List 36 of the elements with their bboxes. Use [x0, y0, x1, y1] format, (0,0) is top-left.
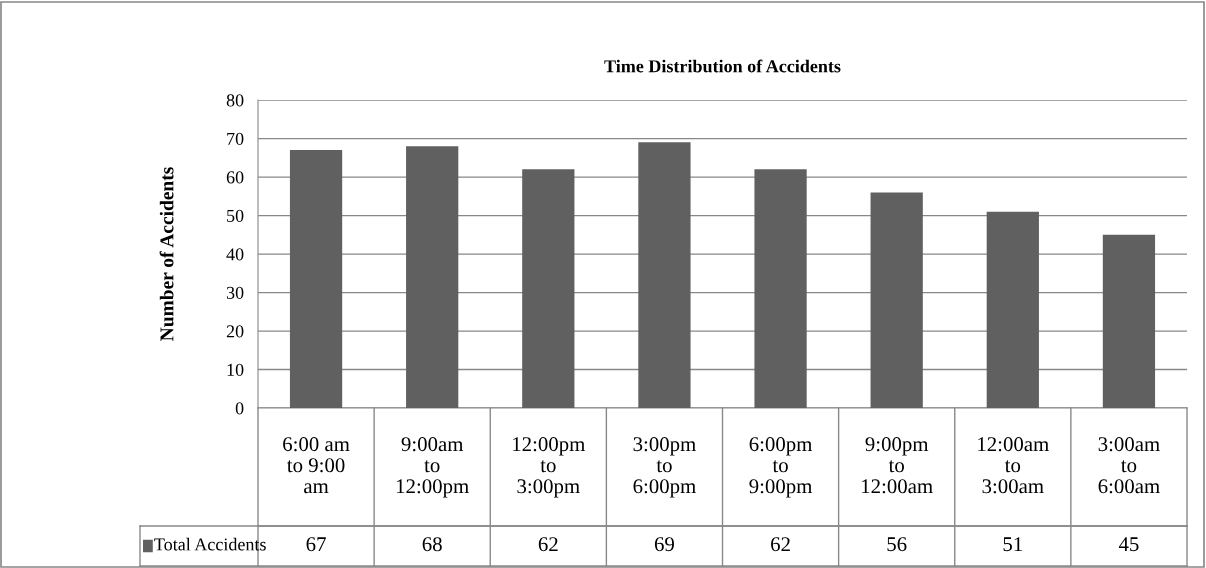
bar: [870, 192, 923, 408]
data-label: 68: [422, 537, 442, 552]
y-tick-label: 60: [226, 171, 244, 184]
bar: [289, 150, 343, 408]
legend-label: Total Accidents: [154, 537, 266, 551]
bar: [1102, 234, 1156, 408]
x-tick-label: 6:00pm to 9:00pm: [749, 437, 813, 498]
data-label: 67: [306, 537, 326, 552]
x-tick-label: 12:00pm to 3:00pm: [513, 437, 586, 498]
x-tick-label: 9:00am to 12:00pm: [396, 437, 469, 498]
x-tick-label: 6:00 am to 9:00 am: [283, 437, 350, 494]
y-tick-label: 10: [227, 363, 244, 376]
bar: [754, 169, 807, 408]
data-label: 69: [654, 537, 674, 552]
y-tick-label: 20: [226, 325, 244, 338]
y-axis-title: Number of Accidents: [159, 167, 174, 341]
y-tick-label: 0: [235, 402, 244, 415]
bar: [522, 169, 575, 408]
data-label: 62: [771, 537, 790, 552]
data-label: 51: [1003, 537, 1022, 552]
chart-title: Time Distribution of Accidents: [604, 59, 841, 73]
y-tick-label: 70: [227, 132, 244, 145]
bar: [986, 211, 1039, 408]
x-tick-label: 9:00pm to 12:00am: [862, 437, 933, 494]
y-tick-label: 30: [226, 286, 244, 299]
y-tick-label: 80: [226, 94, 244, 107]
x-tick-label: 3:00am to 6:00am: [1098, 437, 1160, 494]
x-tick-label: 3:00pm to 6:00pm: [633, 437, 696, 498]
data-label: 56: [887, 537, 907, 552]
bar: [638, 142, 691, 408]
data-label: 62: [538, 537, 558, 552]
data-label: 45: [1118, 537, 1139, 552]
bar: [406, 146, 459, 408]
y-tick-label: 50: [227, 209, 244, 222]
x-tick-label: 12:00am to 3:00am: [978, 437, 1049, 494]
y-tick-label: 40: [226, 248, 244, 261]
